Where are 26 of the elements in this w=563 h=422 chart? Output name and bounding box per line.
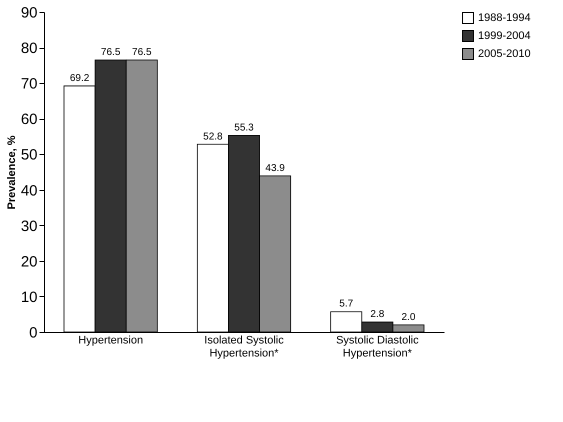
y-tick-label: 20 xyxy=(20,253,38,270)
x-tick-label: Systolic Diastolic Hypertension* xyxy=(336,334,420,360)
y-axis-title: Prevalence, % xyxy=(6,135,18,210)
x-tick-label: Isolated Systolic Hypertension* xyxy=(204,334,284,360)
data-label: 5.7 xyxy=(339,298,354,310)
y-tick-label: 80 xyxy=(20,40,38,58)
data-label: 52.8 xyxy=(203,131,224,142)
y-tick-label: 40 xyxy=(20,182,38,200)
x-tick-label: Hypertension xyxy=(78,334,144,346)
data-label: 76.5 xyxy=(132,47,152,58)
legend-label: 1999-2004 xyxy=(478,30,531,42)
y-tick-label: 70 xyxy=(20,76,38,93)
y-tick-label: 30 xyxy=(20,218,38,235)
y-tick-label: 90 xyxy=(20,4,38,22)
y-tick-label: 10 xyxy=(20,288,38,306)
data-label: 69.2 xyxy=(70,72,90,84)
data-label: 2.8 xyxy=(370,309,385,320)
data-label: 76.5 xyxy=(100,47,121,58)
data-label: 43.9 xyxy=(265,162,286,174)
data-label: 2.0 xyxy=(401,312,416,323)
y-tick-label: 60 xyxy=(20,111,38,128)
y-tick-label: 0 xyxy=(29,324,38,342)
legend-label: 1988-1994 xyxy=(478,12,531,24)
y-tick-label: 50 xyxy=(20,146,38,164)
data-label: 55.3 xyxy=(234,122,254,134)
legend-label: 2005-2010 xyxy=(478,48,531,60)
